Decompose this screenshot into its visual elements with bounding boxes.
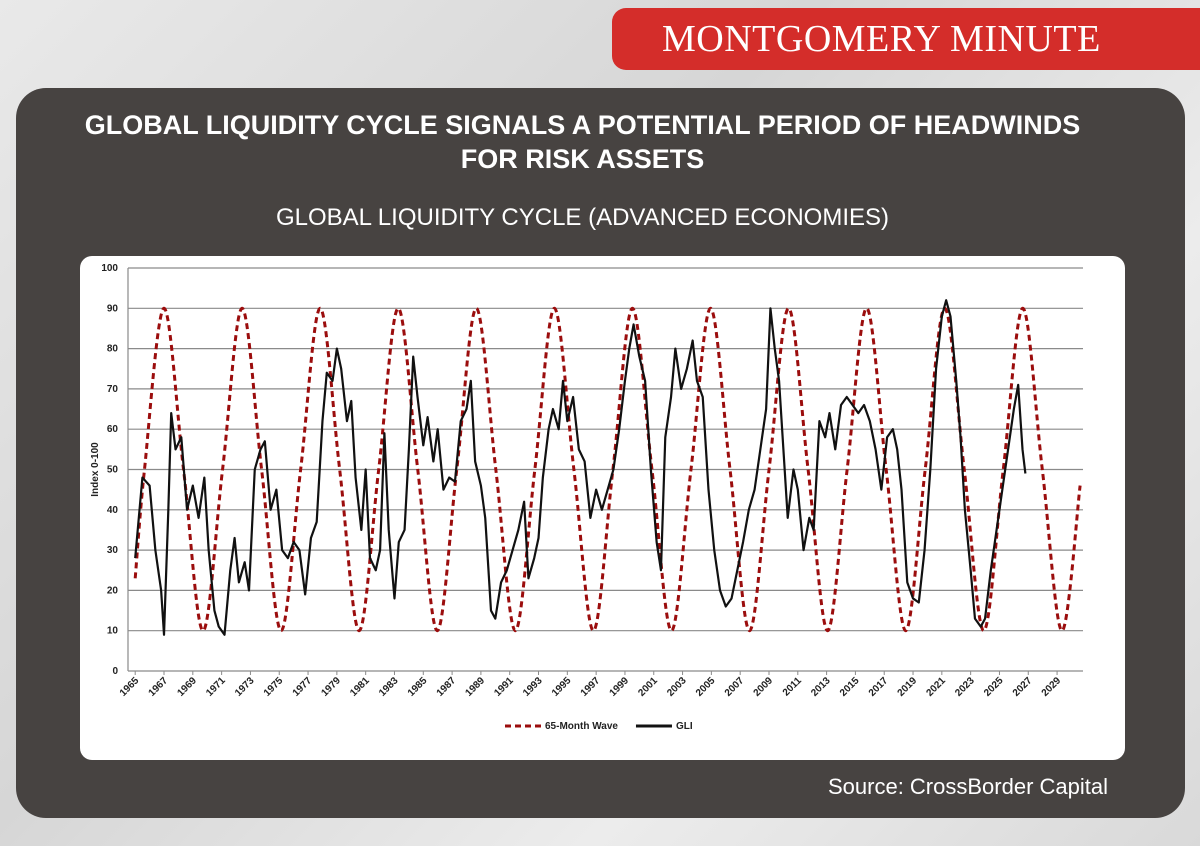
y-tick-label: 20 [107,585,119,596]
x-tick-label: 2007 [723,675,747,699]
legend-label: GLI [676,721,693,732]
x-tick-label: 2003 [665,675,689,699]
y-tick-label: 100 [101,263,118,274]
x-tick-label: 1987 [435,675,459,699]
x-tick-label: 2011 [781,675,804,698]
x-tick-label: 2025 [982,675,1006,699]
chart-box: 0 10 20 30 40 50 60 70 80 90 100 1965 1967 1969 1971 19… [80,256,1125,760]
y-tick-label: 80 [107,344,119,355]
x-tick-label: 2027 [1011,675,1035,699]
legend-label: 65-Month Wave [545,721,618,732]
x-tick-label: 1971 [204,675,228,699]
x-tick-label: 2019 [896,675,920,699]
y-axis-label: Index 0-100 [90,442,101,497]
source: Source: CrossBorder Capital [827,774,1108,799]
x-tick-label: 1991 [492,675,516,699]
y-tick-label: 10 [107,626,119,637]
x-tick-label: 1985 [406,675,430,699]
x-tick-label: 2021 [924,675,948,699]
x-tick-label: 1981 [348,675,372,699]
x-tick-label: 1983 [377,675,401,699]
x-tick-label: 2005 [694,675,718,699]
chart-title: GLOBAL LIQUIDITY CYCLE (ADVANCED ECONOMI… [275,204,890,231]
x-tick-label: 2017 [867,675,891,699]
y-tick-label: 0 [112,666,118,677]
wave-line [133,306,1082,633]
x-tick-label: 1979 [319,675,343,699]
x-tick-label: 2029 [1040,675,1064,699]
y-tick-label: 90 [107,303,119,314]
x-tick-label: 2013 [809,675,833,699]
x-tick-label: 1989 [464,675,488,699]
x-tick-label: 1995 [550,675,574,699]
x-tick-label: 1965 [118,675,142,699]
banner: MONTGOMERY MINUTE [612,8,1200,70]
y-tick-label: 70 [107,384,119,395]
y-tick-label: 40 [107,505,119,516]
x-tick-label: 1973 [233,675,257,699]
x-tick-label: 2009 [752,675,776,699]
headline: GLOBAL LIQUIDITY CYCLE SIGNALS A POTENTI… [84,110,1081,174]
x-tick-label: 1969 [175,675,199,699]
x-tick-label: 1999 [608,675,632,699]
x-tick-label: 1975 [262,675,286,699]
x-tick-label: 2001 [636,675,660,699]
x-tick-label: 1993 [521,675,545,699]
x-tick-label: 1977 [291,675,315,699]
gli-line [134,299,1027,636]
y-tick-label: 30 [107,545,119,556]
x-tick-label: 1997 [579,675,603,699]
x-tick-label: 2015 [838,675,862,699]
y-tick-label: 50 [107,465,119,476]
x-tick-label: 2023 [953,675,977,699]
y-tick-label: 60 [107,424,119,435]
x-tick-label: 1967 [147,675,171,699]
